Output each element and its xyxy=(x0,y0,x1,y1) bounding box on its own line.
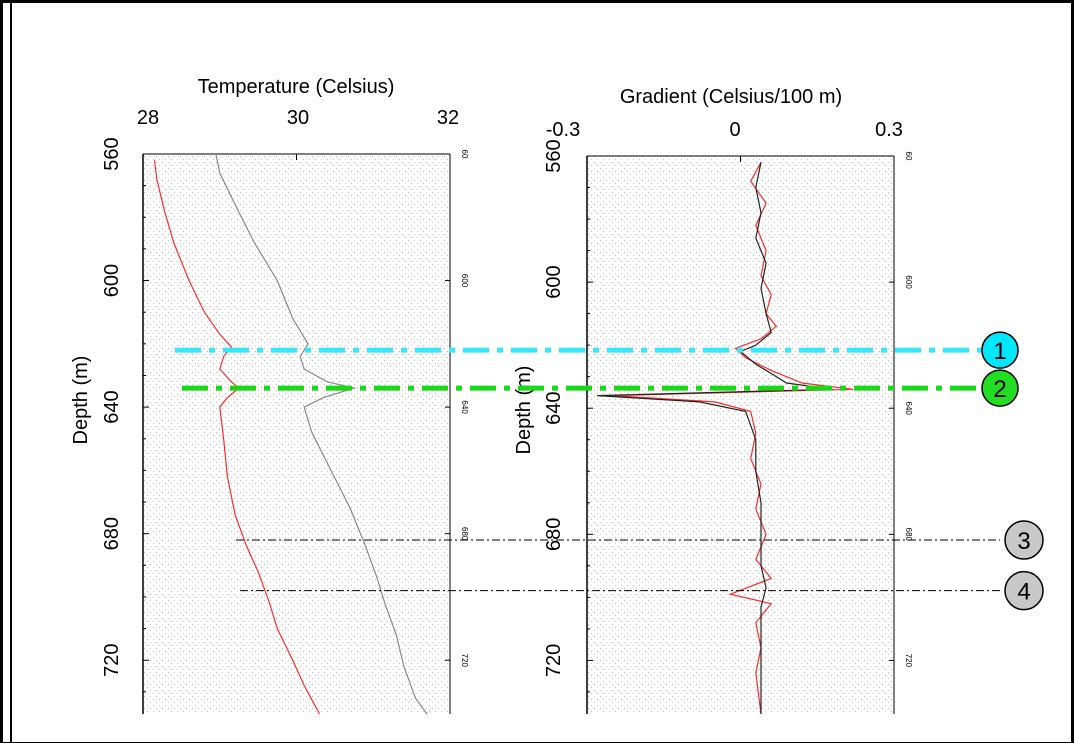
gradient-plot-area xyxy=(587,156,894,714)
temperature-y-axis-label: Depth (m) xyxy=(70,356,92,445)
right-tick-label: 720 xyxy=(904,654,913,668)
gradient-axis-title: Gradient (Celsius/100 m) xyxy=(620,86,842,108)
temperature-y-ticks: 560 600 640 680 720 xyxy=(101,137,149,693)
gradient-series xyxy=(597,162,854,715)
right-tick-label: 680 xyxy=(460,527,469,541)
x-tick-label: 0 xyxy=(729,119,740,141)
right-tick-label: 640 xyxy=(460,400,469,414)
marker-circle-2 xyxy=(981,369,1019,407)
marker-circle-4 xyxy=(1004,570,1044,611)
marker-circle-3 xyxy=(1004,520,1044,560)
y-tick-label: 560 xyxy=(101,137,123,170)
y-tick-label: 680 xyxy=(101,517,123,550)
black-series-line xyxy=(597,162,833,714)
y-tick-label: 640 xyxy=(543,392,565,425)
marker-label-1: 1 xyxy=(993,338,1006,365)
right-tick-label: 60 xyxy=(904,152,913,161)
marker-label-3: 3 xyxy=(1017,528,1030,555)
y-tick-label: 560 xyxy=(543,139,565,172)
y-tick-label: 600 xyxy=(543,265,565,298)
y-tick-label: 600 xyxy=(101,264,123,297)
x-tick-label: 28 xyxy=(137,107,159,129)
gradient-y-ticks: 560 600 640 680 720 xyxy=(543,139,593,693)
y-tick-label: 640 xyxy=(101,390,123,423)
marker-label-2: 2 xyxy=(993,376,1006,403)
temperature-x-ticks: 28 30 32 xyxy=(137,107,459,160)
right-tick-label: 60 xyxy=(460,150,469,159)
temperature-axis-title: Temperature (Celsius) xyxy=(198,76,395,98)
gradient-right-ticks: 60 600 640 680 720 xyxy=(889,152,913,668)
gray-series-line xyxy=(215,153,428,715)
right-tick-label: 600 xyxy=(904,275,913,289)
temperature-panel: Temperature (Celsius) 28 30 32 560 600 640 68… xyxy=(70,76,469,715)
y-tick-label: 720 xyxy=(101,644,123,677)
y-tick-label: 720 xyxy=(543,644,565,677)
gradient-x-ticks: -0.3 0 0.3 xyxy=(546,119,903,162)
x-tick-label: 32 xyxy=(437,107,459,129)
depth-markers: 1 2 3 4 xyxy=(175,331,1044,611)
temperature-right-ticks: 60 600 640 680 720 xyxy=(445,150,469,668)
gradient-panel: Gradient (Celsius/100 m) -0.3 0 0.3 560 600… xyxy=(513,86,913,715)
temperature-plot-area xyxy=(143,154,450,714)
y-tick-label: 680 xyxy=(543,518,565,551)
x-tick-label: -0.3 xyxy=(546,119,580,141)
x-tick-label: 30 xyxy=(287,107,309,129)
right-tick-label: 680 xyxy=(904,528,913,542)
marker-circle-1 xyxy=(981,331,1019,369)
x-tick-label: 0.3 xyxy=(875,119,903,141)
gradient-y-axis-label: Depth (m) xyxy=(513,366,535,455)
marker-label-4: 4 xyxy=(1017,579,1030,606)
red-series-line xyxy=(153,160,321,715)
right-tick-label: 640 xyxy=(904,402,913,416)
temperature-series xyxy=(153,153,428,715)
right-tick-label: 600 xyxy=(460,274,469,288)
right-tick-label: 720 xyxy=(460,654,469,668)
